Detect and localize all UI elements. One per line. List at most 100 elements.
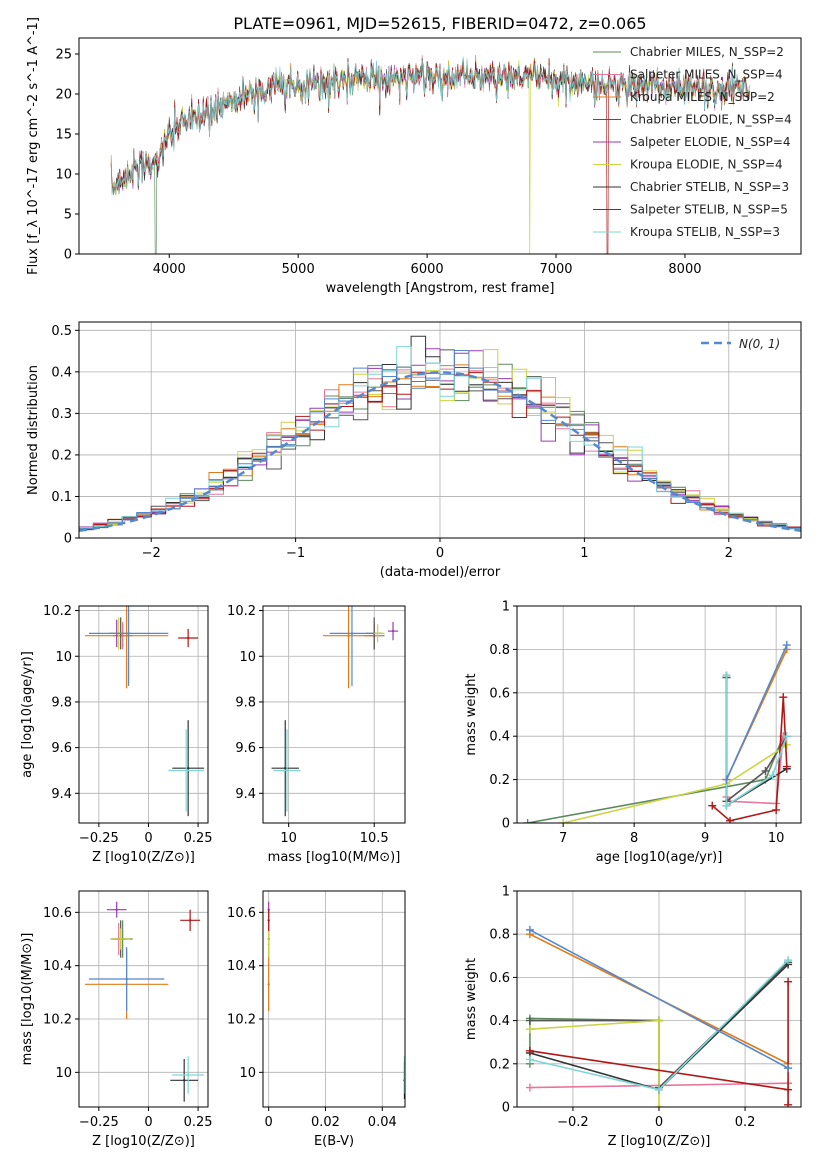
axes-frame	[78, 605, 209, 824]
weight-marker	[779, 693, 788, 702]
data-point	[267, 919, 270, 922]
y-tick-label: 10.2	[227, 1013, 256, 1028]
x-tick-label: 0	[265, 1115, 273, 1130]
x-tick-label: 7	[559, 831, 567, 846]
x-tick-label: −2	[142, 546, 161, 561]
x-tick-label: 9	[701, 831, 709, 846]
x-tick-label: 0.25	[184, 1115, 213, 1130]
legend-label: Salpeter ELODIE, N_SSP=4	[630, 135, 791, 149]
data-point	[186, 636, 190, 640]
y-tick-label: 0.4	[51, 365, 72, 380]
y-tick-label: 0	[64, 532, 72, 547]
y-tick-label: 10	[239, 1066, 256, 1081]
figure-title: PLATE=0961, MJD=52615, FIBERID=0472, z=0…	[233, 14, 646, 33]
panel-mass-vs-z: −0.25 0 0.25 10 10.2 10.4 10.6 Z [log10(Z/Z⊙)] m…	[20, 890, 213, 1149]
y-tick-label: 10.2	[227, 604, 256, 619]
weight-line	[529, 929, 789, 1069]
weight-marker	[761, 766, 770, 775]
axes-frame	[78, 890, 209, 1108]
y-tick-label: 25	[55, 48, 72, 63]
x-axis-label: Z [log10(Z/Z⊙)]	[92, 1134, 195, 1149]
data-point	[267, 983, 270, 986]
data-point	[127, 632, 130, 635]
y-axis-label: mass weight	[464, 673, 479, 755]
x-axis-label: wavelength [Angstrom, rest frame]	[326, 281, 555, 296]
x-tick-label: −0.25	[79, 1115, 119, 1130]
weight-line	[529, 981, 789, 1105]
y-tick-label: 0.3	[51, 407, 72, 422]
y-tick-label: 10	[239, 650, 256, 665]
spectrum-line	[110, 56, 750, 196]
weight-marker	[655, 1103, 663, 1107]
weight-marker	[559, 819, 568, 823]
x-tick-label: 6000	[411, 262, 444, 277]
x-tick-label: 0.25	[184, 831, 213, 846]
x-tick-label: 1	[580, 546, 588, 561]
y-tick-label: 10.2	[43, 604, 72, 619]
legend-label: N(0, 1)	[739, 337, 780, 351]
panel-age-vs-mass: 10 10.5 9.4 9.6 9.8 10 10.2 mass [log10(M/M⊙)]	[227, 604, 406, 865]
weight-marker	[784, 1100, 793, 1107]
x-tick-label: 0.04	[368, 1115, 397, 1130]
data-point	[186, 766, 190, 770]
y-tick-label: 9.6	[51, 741, 72, 756]
weight-marker	[655, 1016, 663, 1025]
weight-marker	[525, 1016, 534, 1025]
x-axis-label: mass [log10(M/M⊙)]	[268, 850, 401, 865]
y-tick-label: 0.2	[51, 448, 72, 463]
y-tick-label: 10.6	[227, 906, 256, 921]
weight-marker	[525, 1055, 534, 1064]
x-axis-label: (data-model)/error	[380, 565, 501, 580]
data-point	[186, 1073, 190, 1077]
weight-marker	[525, 1025, 534, 1034]
data-point	[350, 632, 354, 635]
x-tick-label: 0	[144, 831, 152, 846]
x-axis-label: age [log10(age/yr)]	[596, 850, 723, 865]
y-tick-label: 1	[502, 885, 510, 900]
legend-label: Salpeter STELIB, N_SSP=5	[630, 203, 788, 217]
plot-area	[525, 925, 793, 1107]
panel-residuals: −2 −1 0 1 2 0 0.1 0.2 0.3 0.4 0.5 (data-model)/erro…	[26, 321, 802, 580]
x-tick-label: 10	[280, 831, 297, 846]
legend-label: Chabrier MILES, N_SSP=2	[630, 45, 784, 59]
weight-marker	[782, 762, 791, 771]
legend-label: Chabrier ELODIE, N_SSP=4	[630, 113, 792, 127]
plot-area	[523, 641, 791, 823]
panel-massweight-vs-age: 7 8 9 10 0 0.2 0.4 0.6 0.8 1 age [log10(age/yr)] ma…	[464, 600, 802, 865]
data-point	[125, 634, 128, 637]
y-tick-label: 0.4	[489, 1014, 510, 1029]
legend-label: Kroupa STELIB, N_SSP=3	[630, 225, 780, 239]
weight-marker	[784, 1085, 793, 1094]
plot-area	[79, 335, 801, 532]
x-tick-label: 8	[630, 831, 638, 846]
histogram-series	[79, 350, 801, 529]
histogram-series	[79, 346, 801, 530]
x-tick-label: −0.2	[557, 1115, 589, 1130]
plot-area	[84, 901, 205, 1102]
y-tick-label: 10	[55, 168, 72, 183]
weight-marker	[722, 671, 731, 680]
weight-line	[725, 644, 788, 780]
panel-age-vs-z: −0.25 0 0.25 9.4 9.6 9.8 10 10.2 Z [log10(Z/Z⊙)]…	[20, 604, 213, 865]
y-tick-label: 15	[55, 128, 72, 143]
data-point	[188, 919, 192, 922]
data-point	[119, 937, 122, 941]
y-tick-label: 9.8	[235, 695, 256, 710]
weight-marker	[784, 956, 793, 965]
y-tick-label: 10.4	[227, 959, 256, 974]
y-tick-label: 0	[502, 1101, 510, 1116]
weight-marker	[784, 977, 793, 986]
axes-frame	[78, 37, 802, 255]
x-tick-label: −0.25	[79, 831, 119, 846]
y-tick-label: 0.2	[489, 773, 510, 788]
axes-frame	[78, 321, 802, 539]
x-axis-label: Z [log10(Z/Z⊙)]	[92, 850, 195, 865]
axes-frame	[516, 605, 802, 824]
y-tick-label: 5	[64, 208, 72, 223]
weight-marker	[655, 1085, 663, 1094]
data-point	[284, 766, 287, 770]
axes-frame	[262, 605, 406, 824]
weight-marker	[784, 1064, 793, 1073]
y-tick-label: 0.6	[489, 971, 510, 986]
